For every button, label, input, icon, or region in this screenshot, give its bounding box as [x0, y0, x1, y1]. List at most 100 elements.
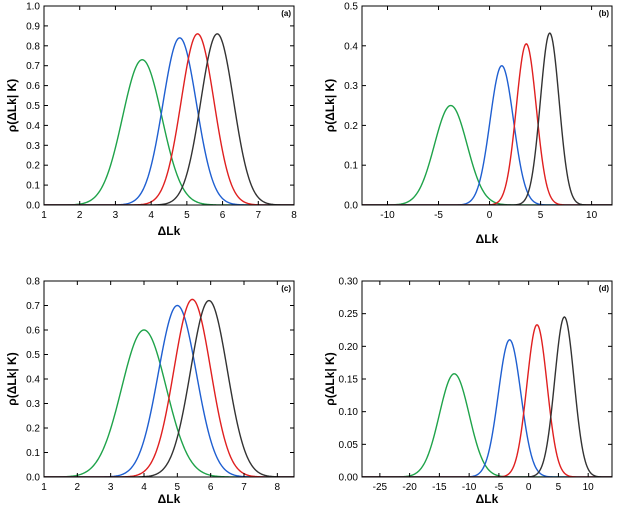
y-tick-label: 0.20	[339, 342, 359, 353]
chart-panel: 1 2 3 4 5 6 7 8 0.0 0.1 0.2 0.3 0.4 0.5 0.6 0.7 0.8 0.9 1.…	[5, 2, 297, 239]
series-line-4	[44, 299, 294, 477]
x-axis-label: ΔLk	[158, 224, 181, 238]
series-line-2	[44, 37, 294, 205]
y-tick-label: 0.3	[26, 399, 40, 410]
x-tick-label: 0	[487, 210, 493, 221]
x-tick-label: 8	[291, 210, 297, 221]
y-tick-label: 1.0	[26, 2, 40, 13]
x-tick-label: 7	[256, 210, 262, 221]
series-line-3	[44, 298, 294, 477]
x-tick-label: 5	[175, 482, 181, 493]
x-tick-label: 6	[208, 482, 214, 493]
series-line-1	[362, 104, 612, 205]
x-tick-label: 10	[583, 482, 595, 493]
x-tick-label: 0	[526, 482, 532, 493]
y-tick-label: 0.4	[344, 41, 358, 52]
panel-label: (d)	[599, 284, 610, 293]
y-tick-label: 0.2	[26, 424, 40, 435]
x-axis-label: ΔLk	[476, 232, 499, 246]
y-tick-label: 0.0	[344, 201, 358, 212]
chart-panel: 1 2 3 4 5 6 7 8 0.0 0.1 0.2 0.3 0.4 0.5 0.6 0.7 0.8 (c) ΔL…	[5, 277, 295, 506]
plot-frame	[43, 5, 295, 206]
y-tick-label: 0.2	[26, 161, 40, 172]
series-line-2	[362, 64, 612, 205]
y-tick-label: 0.7	[26, 61, 40, 72]
x-tick-label: 5	[538, 210, 544, 221]
y-tick-label: 0.8	[26, 41, 40, 52]
y-tick-label: 0.7	[26, 301, 40, 312]
y-axis-label: ρ(ΔLk| K)	[323, 352, 337, 405]
x-tick-label: -15	[432, 482, 447, 493]
x-tick-label: -25	[373, 482, 388, 493]
series-group	[362, 316, 612, 477]
plot-frame	[43, 280, 295, 478]
y-tick-label: 0.05	[339, 440, 359, 451]
y-tick-label: 0.1	[26, 448, 40, 459]
y-axis-label: ρ(ΔLk| K)	[5, 352, 19, 405]
x-tick-label: -10	[462, 482, 477, 493]
series-line-1	[44, 329, 294, 477]
y-tick-label: 0.0	[26, 201, 40, 212]
y-tick-label: 0.30	[339, 277, 359, 288]
x-tick-label: 4	[141, 482, 147, 493]
y-tick-label: 0.8	[26, 277, 40, 288]
series-line-4	[44, 33, 294, 205]
y-tick-label: 0.00	[339, 473, 359, 484]
x-tick-label: 6	[220, 210, 226, 221]
chart-panel: -10 -5 0 5 10 0.0 0.1 0.2 0.3 0.4 0.5 (b) ΔLk ρ(ΔLk| …	[323, 2, 613, 246]
x-tick-label: 3	[113, 210, 119, 221]
series-line-1	[44, 59, 294, 205]
y-tick-label: 0.5	[26, 350, 40, 361]
x-tick-label: 8	[275, 482, 281, 493]
y-tick-label: 0.10	[339, 407, 359, 418]
x-tick-label: 1	[41, 482, 47, 493]
series-group	[44, 33, 294, 205]
x-axis-label: ΔLk	[158, 492, 181, 506]
panel-label: (b)	[599, 9, 610, 18]
panel-label: (a)	[281, 9, 291, 18]
y-tick-label: 0.4	[26, 121, 40, 132]
series-line-4	[362, 316, 612, 477]
y-axis-label: ρ(ΔLk| K)	[5, 79, 19, 132]
y-tick-label: 0.3	[26, 141, 40, 152]
x-tick-label: -20	[402, 482, 417, 493]
y-tick-label: 0.25	[339, 309, 359, 320]
y-tick-label: 0.6	[26, 326, 40, 337]
y-tick-label: 0.4	[26, 375, 40, 386]
y-tick-label: 0.5	[26, 101, 40, 112]
y-tick-label: 0.0	[26, 473, 40, 484]
chart-panel: -25 -20 -15 -10 -5 0 5 10 0.00 0.05 0.10 0.15 0.20 0.…	[323, 277, 613, 506]
x-tick-label: 4	[148, 210, 154, 221]
series-line-2	[362, 339, 612, 477]
x-tick-label: 3	[108, 482, 114, 493]
y-tick-label: 0.3	[344, 81, 358, 92]
series-line-3	[44, 33, 294, 205]
x-tick-label: 5	[184, 210, 190, 221]
x-tick-label: -10	[380, 210, 395, 221]
series-group	[44, 298, 294, 477]
x-tick-label: 1	[41, 210, 47, 221]
x-tick-label: -5	[494, 482, 503, 493]
series-line-4	[362, 32, 612, 205]
y-tick-label: 0.15	[339, 375, 359, 386]
y-tick-label: 0.6	[26, 81, 40, 92]
x-tick-label: 10	[586, 210, 598, 221]
y-tick-label: 0.2	[344, 121, 358, 132]
y-tick-label: 0.9	[26, 21, 40, 32]
y-axis-label: ρ(ΔLk| K)	[323, 79, 337, 132]
panel-label: (c)	[281, 284, 291, 293]
series-line-2	[44, 304, 294, 477]
x-axis-label: ΔLk	[476, 492, 499, 506]
x-tick-label: 5	[556, 482, 562, 493]
y-tick-label: 0.5	[344, 2, 358, 13]
x-tick-label: 7	[241, 482, 247, 493]
plot-frame	[361, 5, 613, 206]
x-tick-label: -5	[434, 210, 443, 221]
series-group	[362, 32, 612, 205]
series-line-3	[362, 323, 612, 477]
y-tick-label: 0.1	[26, 181, 40, 192]
y-tick-label: 0.1	[344, 161, 358, 172]
x-tick-label: 2	[77, 210, 83, 221]
series-line-3	[362, 42, 612, 205]
